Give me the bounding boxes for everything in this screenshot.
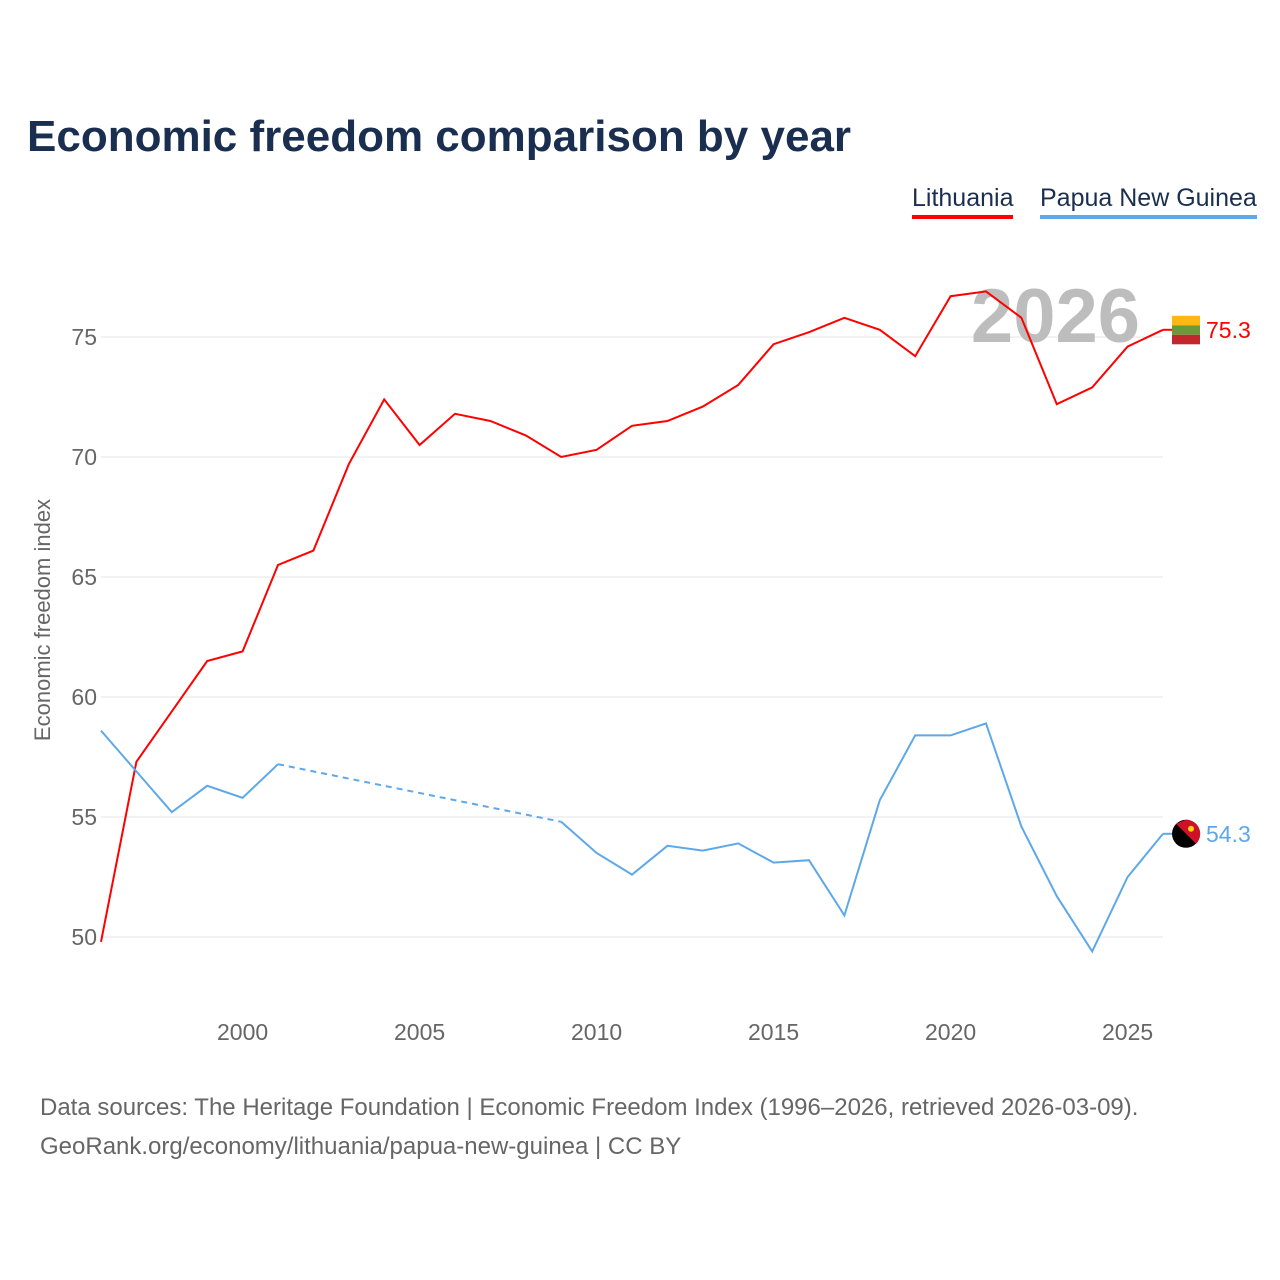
y-tick-label: 65 <box>71 564 97 590</box>
end-value-label: 54.3 <box>1206 821 1251 847</box>
series-line-1 <box>100 729 279 814</box>
flag-lithuania-icon <box>1172 315 1200 326</box>
x-tick-label: 2005 <box>394 1019 445 1045</box>
x-tick-label: 2025 <box>1102 1019 1153 1045</box>
series-line-0 <box>100 290 1164 942</box>
series-line-1 <box>560 722 1164 954</box>
y-tick-label: 60 <box>71 684 97 710</box>
series-gap-line-1 <box>277 763 562 823</box>
legend-lithuania[interactable]: Lithuania <box>912 184 1014 219</box>
x-tick-label: 2020 <box>925 1019 976 1045</box>
x-tick-label: 2015 <box>748 1019 799 1045</box>
y-tick-label: 70 <box>71 444 97 470</box>
footer-link[interactable]: GeoRank.org/economy/lithuania/papua-new-… <box>40 1133 682 1160</box>
footer-sources: Data sources: The Heritage Foundation | … <box>40 1094 1139 1121</box>
y-tick-label: 50 <box>71 924 97 950</box>
chart-title: Economic freedom comparison by year <box>27 112 852 161</box>
end-value-label: 75.3 <box>1206 317 1251 343</box>
legend-papua-new-guinea[interactable]: Papua New Guinea <box>1040 184 1257 219</box>
year-watermark: 2026 <box>971 274 1140 359</box>
y-tick-label: 75 <box>71 324 97 350</box>
flag-png-icon <box>1188 825 1194 832</box>
flag-lithuania-icon <box>1172 334 1200 345</box>
y-axis-label: Economic freedom index <box>30 499 55 741</box>
y-tick-label: 55 <box>71 804 97 830</box>
footer: Data sources: The Heritage Foundation | … <box>40 1088 1138 1166</box>
flag-lithuania-icon <box>1172 325 1200 335</box>
x-tick-label: 2010 <box>571 1019 622 1045</box>
flag-png-icon <box>1176 819 1201 844</box>
x-tick-label: 2000 <box>217 1019 268 1045</box>
